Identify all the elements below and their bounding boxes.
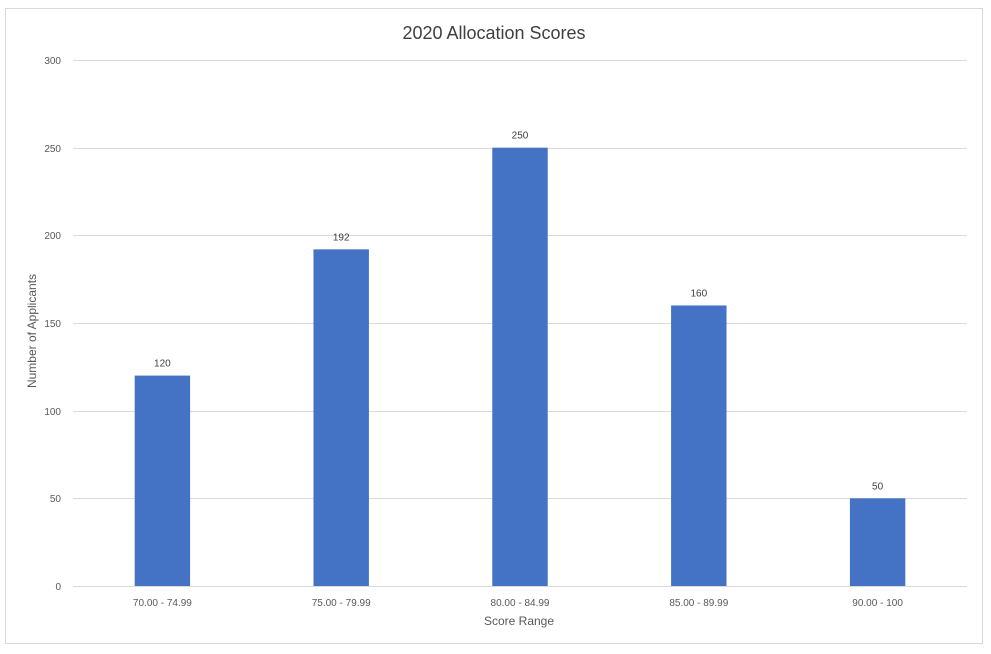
bar	[671, 305, 727, 586]
bar	[313, 249, 369, 587]
bars	[134, 147, 906, 587]
bar	[849, 498, 906, 586]
chart-title: 2020 Allocation Scores	[402, 23, 585, 43]
y-tick-label: 250	[44, 144, 61, 155]
y-tick-label: 150	[44, 319, 61, 330]
data-label: 50	[872, 481, 884, 492]
bar	[134, 375, 191, 586]
x-axis-ticks: 70.00 - 74.99 75.00 - 79.99 80.00 - 84.99 8…	[133, 598, 903, 609]
y-axis-title: Number of Applicants	[25, 274, 39, 388]
x-tick-label: 80.00 - 84.99	[491, 598, 550, 609]
y-tick-label: 50	[50, 494, 62, 505]
bar	[492, 147, 548, 586]
x-tick-label: 90.00 - 100	[852, 598, 903, 609]
data-label: 250	[512, 131, 529, 142]
y-tick-label: 100	[44, 407, 61, 418]
data-label: 120	[154, 359, 171, 370]
y-axis-ticks: 0 50 100 150 200 250 300	[44, 56, 61, 593]
data-label: 160	[690, 288, 707, 299]
x-tick-label: 70.00 - 74.99	[133, 598, 192, 609]
y-tick-label: 200	[44, 231, 61, 242]
data-labels: 120 192 250 160 50	[154, 131, 884, 493]
chart-frame: 2020 Allocation Scores 0 50 100 150 200 250 30…	[5, 8, 983, 644]
x-tick-label: 85.00 - 89.99	[669, 598, 728, 609]
y-tick-label: 0	[55, 582, 61, 593]
bar-chart: 2020 Allocation Scores 0 50 100 150 200 250 30…	[25, 23, 967, 628]
data-label: 192	[333, 232, 350, 243]
x-tick-label: 75.00 - 79.99	[312, 598, 371, 609]
y-tick-label: 300	[44, 56, 61, 67]
x-axis-title: Score Range	[484, 614, 554, 628]
